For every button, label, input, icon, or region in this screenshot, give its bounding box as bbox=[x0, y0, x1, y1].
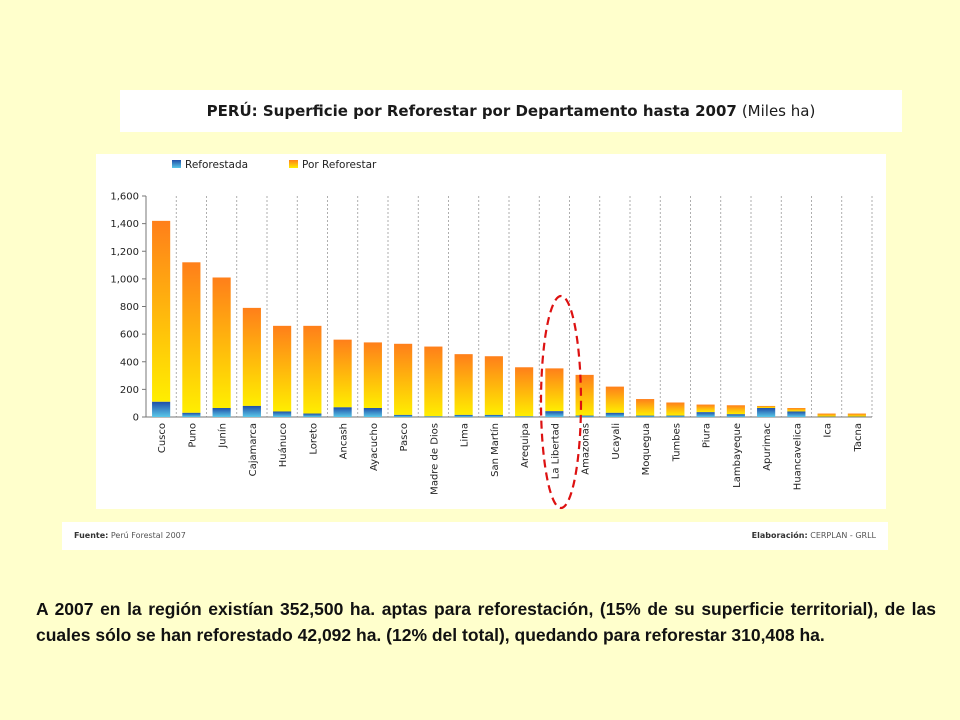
chart-legend: Reforestada Por Reforestar bbox=[172, 159, 377, 171]
credits-value: CERPLAN - GRLL bbox=[810, 531, 876, 540]
bar-por-reforestar bbox=[817, 413, 836, 417]
x-category-label: Cajamarca bbox=[248, 423, 259, 476]
bar-por-reforestar bbox=[394, 343, 413, 415]
x-category-label: Amazonas bbox=[581, 423, 592, 475]
x-category-label: Moquegua bbox=[641, 423, 652, 475]
bar-por-reforestar bbox=[363, 342, 382, 409]
bar-reforestada bbox=[545, 411, 564, 417]
legend-swatch-por-reforestar bbox=[289, 160, 298, 168]
x-category-label: Arequipa bbox=[520, 423, 531, 468]
x-category-label: Ucayali bbox=[611, 423, 622, 460]
y-tick-label: 800 bbox=[120, 302, 139, 313]
credits-label: Elaboración: bbox=[751, 531, 808, 540]
x-category-label: Junín bbox=[217, 423, 229, 449]
bar-reforestada bbox=[242, 405, 261, 417]
x-category-label: Madre de Dios bbox=[429, 423, 440, 495]
la-libertad-highlight-ellipse bbox=[539, 294, 583, 510]
highlight-overlay bbox=[539, 294, 583, 510]
bar-por-reforestar bbox=[726, 405, 745, 415]
bar-por-reforestar bbox=[242, 307, 261, 406]
x-category-label: Apurimac bbox=[762, 423, 773, 471]
chart-title: PERÚ: Superficie por Reforestar por Depa… bbox=[206, 102, 737, 120]
bar-reforestada bbox=[152, 401, 171, 417]
bar-por-reforestar bbox=[636, 399, 655, 416]
chart-title-box: PERÚ: Superficie por Reforestar por Depa… bbox=[120, 90, 902, 132]
y-tick-label: 1,000 bbox=[110, 274, 139, 285]
y-tick-label: 1,600 bbox=[110, 192, 139, 203]
x-category-label: Cusco bbox=[157, 423, 168, 453]
x-category-label: La Libertad bbox=[550, 423, 561, 479]
bar-por-reforestar bbox=[605, 386, 624, 413]
bar-reforestada bbox=[636, 415, 655, 417]
legend-swatch-reforestada bbox=[172, 160, 181, 168]
bar-chart: Reforestada Por Reforestar 0 200 400 600 800… bbox=[110, 159, 873, 495]
bar-por-reforestar bbox=[212, 277, 231, 409]
bar-por-reforestar bbox=[666, 402, 685, 416]
bar-reforestada bbox=[575, 415, 594, 417]
bar-reforestada bbox=[605, 412, 624, 417]
bar-por-reforestar bbox=[273, 325, 292, 412]
bar-reforestada bbox=[182, 412, 201, 417]
x-category-label: Ica bbox=[823, 423, 834, 438]
bar-reforestada bbox=[424, 416, 443, 417]
bar-reforestada bbox=[303, 413, 322, 417]
source-label: Fuente: bbox=[74, 531, 109, 540]
bar-por-reforestar bbox=[847, 413, 866, 417]
bar-reforestada bbox=[515, 416, 534, 417]
bar-por-reforestar bbox=[303, 325, 322, 414]
bar-por-reforestar bbox=[152, 220, 171, 402]
bar-por-reforestar bbox=[787, 408, 806, 412]
bar-por-reforestar bbox=[515, 367, 534, 417]
y-tick-label: 600 bbox=[120, 330, 139, 341]
x-category-label: Lambayeque bbox=[732, 423, 743, 488]
chart-area: Reforestada Por Reforestar 0 200 400 600 800… bbox=[96, 154, 886, 510]
bar-reforestada bbox=[666, 415, 685, 417]
x-category-label: Lima bbox=[460, 423, 471, 447]
bar-reforestada bbox=[787, 411, 806, 417]
bar-reforestada bbox=[273, 411, 292, 417]
y-tick-label: 1,400 bbox=[110, 219, 139, 230]
y-tick-label: 200 bbox=[120, 385, 139, 396]
bar-reforestada bbox=[484, 414, 503, 417]
source-note: Fuente: Perú Forestal 2007 bbox=[74, 531, 186, 540]
x-category-label: Tacna bbox=[853, 423, 864, 453]
credits-note: Elaboración: CERPLAN - GRLL bbox=[752, 531, 876, 540]
bar-reforestada bbox=[212, 408, 231, 417]
source-value: Perú Forestal 2007 bbox=[110, 531, 186, 540]
x-category-label: Tumbes bbox=[671, 423, 682, 462]
x-category-label: Ayacucho bbox=[369, 423, 380, 471]
bar-por-reforestar bbox=[696, 404, 715, 413]
bar-reforestada bbox=[757, 408, 776, 417]
bar-por-reforestar bbox=[545, 368, 564, 412]
x-category-label: Ancash bbox=[339, 423, 350, 459]
chart-footer: Fuente: Perú Forestal 2007 Elaboración: … bbox=[62, 522, 888, 550]
bar-reforestada bbox=[333, 407, 352, 417]
legend-label-reforestada: Reforestada bbox=[185, 159, 248, 171]
bar-reforestada bbox=[394, 414, 413, 417]
chart-title-unit: (Miles ha) bbox=[741, 102, 816, 120]
y-tick-label: 400 bbox=[120, 357, 139, 368]
bar-por-reforestar bbox=[182, 262, 201, 413]
x-category-label: Puno bbox=[187, 423, 198, 448]
x-category-label: Huancavelica bbox=[792, 423, 803, 490]
bar-por-reforestar bbox=[757, 405, 776, 409]
bar-por-reforestar bbox=[424, 346, 443, 417]
bar-por-reforestar bbox=[333, 339, 352, 408]
y-tick-label: 0 bbox=[133, 413, 139, 424]
y-tick-label: 1,200 bbox=[110, 247, 139, 258]
bar-reforestada bbox=[454, 414, 473, 417]
bar-por-reforestar bbox=[484, 356, 503, 415]
x-category-label: Loreto bbox=[308, 423, 319, 455]
bar-reforestada bbox=[363, 408, 382, 417]
bar-reforestada bbox=[696, 412, 715, 417]
x-category-label: Pasco bbox=[399, 423, 410, 452]
bar-reforestada bbox=[726, 414, 745, 417]
x-category-label: Piura bbox=[702, 423, 713, 448]
bar-por-reforestar bbox=[454, 354, 473, 415]
legend-label-por-reforestar: Por Reforestar bbox=[302, 159, 377, 171]
summary-paragraph: A 2007 en la región existían 352,500 ha.… bbox=[36, 599, 936, 645]
x-category-label: Huánuco bbox=[277, 423, 289, 467]
x-category-label: San Martín bbox=[489, 423, 501, 477]
